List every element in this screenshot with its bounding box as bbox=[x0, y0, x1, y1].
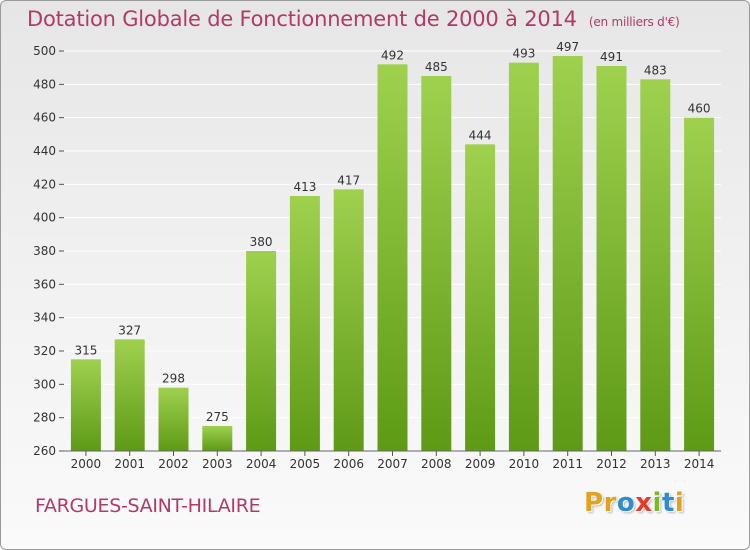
bars bbox=[70, 56, 715, 452]
x-tick-label: 2010 bbox=[509, 457, 540, 471]
x-tick-label: 2003 bbox=[202, 457, 233, 471]
data-label-2014: 460 bbox=[688, 102, 711, 116]
data-label-2007: 492 bbox=[381, 48, 404, 62]
y-tick-label: 480 bbox=[33, 77, 56, 91]
bar-2011 bbox=[552, 56, 583, 451]
data-label-2008: 485 bbox=[425, 60, 448, 74]
data-label-2004: 380 bbox=[250, 235, 273, 249]
x-tick-label: 2007 bbox=[377, 457, 408, 471]
logo-letter: t bbox=[661, 488, 675, 518]
y-axis-ticks: 260 280 300 320 340 360 380 400 420 440 460 480 500 bbox=[33, 44, 64, 458]
y-tick-label: 420 bbox=[33, 177, 56, 191]
data-label-2006: 417 bbox=[337, 173, 360, 187]
y-tick-label: 400 bbox=[33, 211, 56, 225]
x-tick-label: 2013 bbox=[640, 457, 671, 471]
data-label-2001: 327 bbox=[118, 323, 141, 337]
chart-title-text: Dotation Globale de Fonctionnement de 20… bbox=[27, 7, 577, 31]
x-tick-label: 2012 bbox=[596, 457, 627, 471]
data-label-2011: 497 bbox=[556, 40, 579, 54]
y-tick-label: 460 bbox=[33, 111, 56, 125]
bar-2014 bbox=[684, 117, 715, 452]
x-tick-label: 2001 bbox=[114, 457, 145, 471]
bar-2010 bbox=[508, 62, 539, 452]
logo-letter: x bbox=[635, 488, 653, 518]
logo-letter: i bbox=[652, 488, 662, 518]
x-tick-label: 2009 bbox=[465, 457, 496, 471]
x-tick-label: 2011 bbox=[552, 457, 583, 471]
data-label-2003: 275 bbox=[206, 410, 229, 424]
y-tick-label: 500 bbox=[33, 44, 56, 58]
logo-letter: r bbox=[603, 488, 617, 518]
x-tick-label: 2000 bbox=[71, 457, 102, 471]
x-tick-label: 2004 bbox=[246, 457, 277, 471]
y-tick-label: 320 bbox=[33, 344, 56, 358]
x-tick-label: 2014 bbox=[684, 457, 715, 471]
bar-2012 bbox=[596, 66, 627, 451]
bar-2009 bbox=[465, 144, 496, 452]
data-label-2009: 444 bbox=[469, 128, 492, 142]
data-label-2002: 298 bbox=[162, 372, 185, 386]
x-axis-ticks: 2000 2001 2002 2003 2004 2005 2006 2007 2008 2009… bbox=[71, 451, 715, 471]
x-tick-label: 2008 bbox=[421, 457, 452, 471]
bar-2013 bbox=[640, 79, 671, 451]
y-tick-label: 440 bbox=[33, 144, 56, 158]
logo-letter: P bbox=[584, 488, 604, 518]
y-tick-label: 380 bbox=[33, 244, 56, 258]
data-label-2012: 491 bbox=[600, 50, 623, 64]
chart-title: Dotation Globale de Fonctionnement de 20… bbox=[27, 7, 680, 31]
bar-2007 bbox=[377, 64, 408, 452]
logo-letter: i bbox=[674, 488, 685, 518]
bar-2004 bbox=[246, 251, 277, 451]
y-tick-label: 260 bbox=[33, 444, 56, 458]
logo-letter: o bbox=[616, 488, 636, 518]
data-label-2005: 413 bbox=[293, 180, 316, 194]
bar-2000 bbox=[70, 359, 101, 451]
x-tick-label: 2005 bbox=[290, 457, 321, 471]
x-tick-label: 2006 bbox=[333, 457, 364, 471]
bar-2002 bbox=[158, 387, 189, 451]
x-tick-label: 2002 bbox=[158, 457, 189, 471]
commune-name: FARGUES-SAINT-HILAIRE bbox=[35, 495, 261, 517]
bar-2005 bbox=[289, 196, 320, 451]
y-tick-label: 360 bbox=[33, 277, 56, 291]
data-label-2013: 483 bbox=[644, 63, 667, 77]
chart-unit: (en milliers d'€) bbox=[588, 15, 680, 29]
data-labels: 315 327 298 275 380 413 417 492 485 444 493 497 491 4… bbox=[74, 40, 710, 424]
data-label-2010: 493 bbox=[512, 47, 535, 61]
y-tick-label: 300 bbox=[33, 377, 56, 391]
bar-2003 bbox=[202, 426, 233, 451]
data-label-2000: 315 bbox=[74, 343, 97, 357]
bar-2001 bbox=[114, 339, 145, 451]
bar-2008 bbox=[421, 76, 452, 451]
y-tick-label: 340 bbox=[33, 311, 56, 325]
bar-2006 bbox=[333, 189, 364, 452]
y-tick-label: 280 bbox=[33, 411, 56, 425]
proxiti-logo[interactable]: Proxiti bbox=[584, 488, 684, 518]
